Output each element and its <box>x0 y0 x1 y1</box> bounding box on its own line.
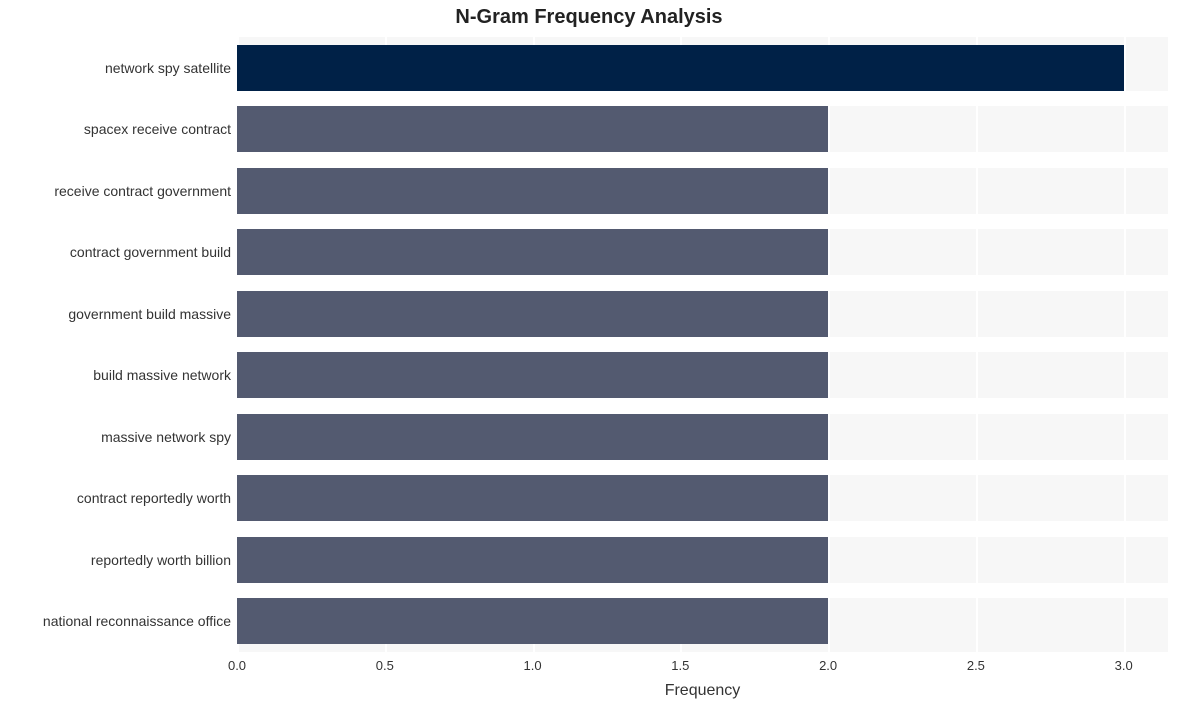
grid-band <box>237 214 1168 229</box>
grid-band <box>237 275 1168 290</box>
grid-line-vertical <box>976 37 978 652</box>
bar <box>237 475 828 521</box>
grid-line-vertical <box>1124 37 1126 652</box>
bar <box>237 168 828 214</box>
y-tick-label: receive contract government <box>54 183 231 199</box>
bar <box>237 598 828 644</box>
grid-line-vertical <box>828 37 830 652</box>
y-tick-label: contract reportedly worth <box>77 490 231 506</box>
bar <box>237 229 828 275</box>
grid-band <box>237 583 1168 598</box>
bar <box>237 291 828 337</box>
y-tick-label: massive network spy <box>101 429 231 445</box>
bar <box>237 106 828 152</box>
x-axis-title: Frequency <box>237 682 1168 700</box>
grid-band <box>237 521 1168 536</box>
grid-band <box>237 398 1168 413</box>
ngram-frequency-chart: N-Gram Frequency Analysis Frequency netw… <box>0 0 1178 701</box>
x-tick-label: 0.5 <box>376 658 394 673</box>
bar <box>237 45 1124 91</box>
y-tick-label: national reconnaissance office <box>43 613 231 629</box>
y-tick-label: contract government build <box>70 244 231 260</box>
grid-band <box>237 460 1168 475</box>
y-tick-label: build massive network <box>93 367 231 383</box>
x-tick-label: 3.0 <box>1115 658 1133 673</box>
grid-band <box>237 37 1168 45</box>
bar <box>237 537 828 583</box>
grid-band <box>237 337 1168 352</box>
bar <box>237 352 828 398</box>
x-tick-label: 2.0 <box>819 658 837 673</box>
grid-band <box>237 91 1168 106</box>
bar <box>237 414 828 460</box>
x-tick-label: 1.5 <box>671 658 689 673</box>
y-tick-label: reportedly worth billion <box>91 552 231 568</box>
plot-area <box>237 37 1168 652</box>
grid-band <box>237 644 1168 652</box>
x-tick-label: 2.5 <box>967 658 985 673</box>
y-tick-label: government build massive <box>68 306 231 322</box>
chart-title: N-Gram Frequency Analysis <box>0 6 1178 29</box>
x-tick-label: 1.0 <box>524 658 542 673</box>
x-tick-label: 0.0 <box>228 658 246 673</box>
y-tick-label: spacex receive contract <box>84 121 231 137</box>
grid-band <box>237 152 1168 167</box>
y-tick-label: network spy satellite <box>105 60 231 76</box>
